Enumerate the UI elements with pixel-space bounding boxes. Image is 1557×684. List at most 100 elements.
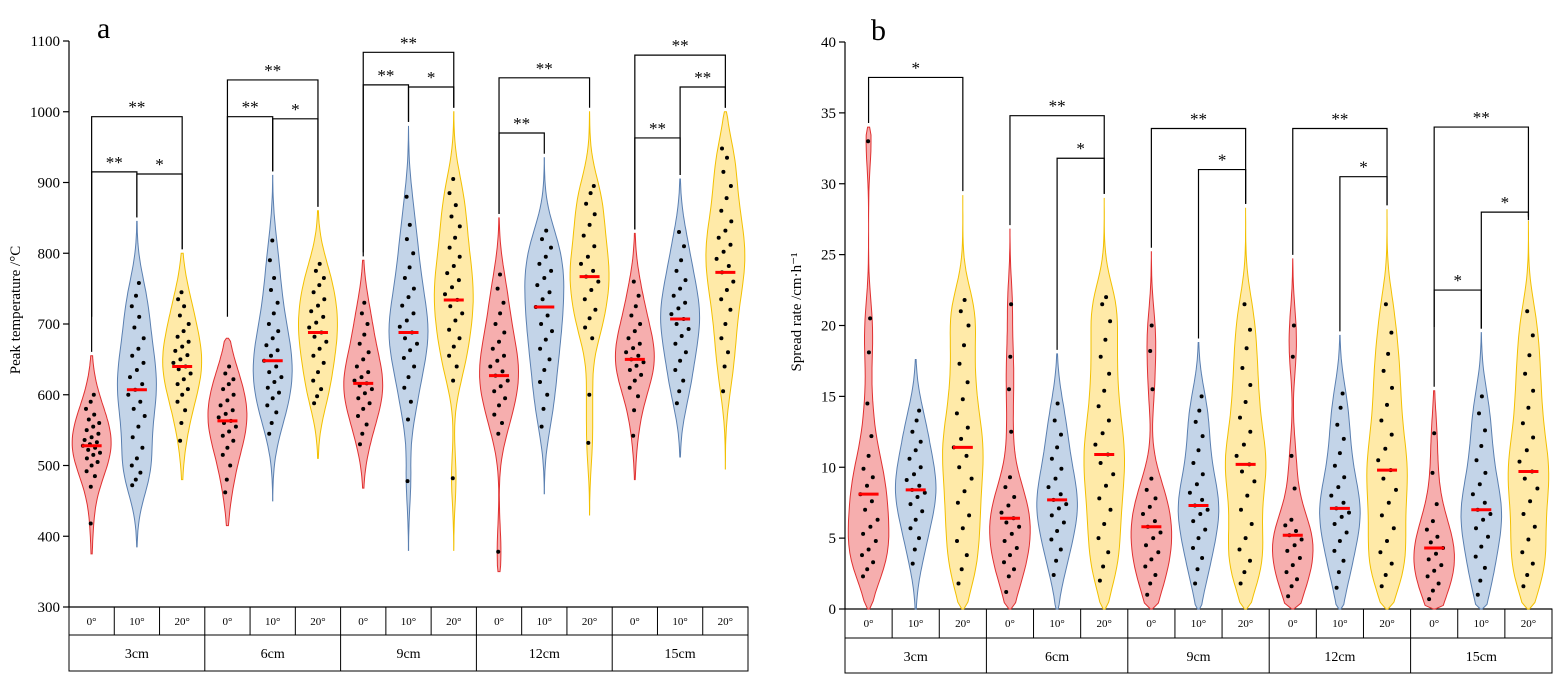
data-point xyxy=(505,378,510,383)
data-point xyxy=(447,245,452,250)
data-point xyxy=(307,325,312,330)
data-point xyxy=(223,371,228,376)
data-point xyxy=(545,313,550,318)
data-point xyxy=(1241,442,1246,447)
data-point xyxy=(1096,404,1101,409)
data-point xyxy=(451,378,456,383)
data-point xyxy=(1052,418,1057,423)
data-point xyxy=(716,235,721,240)
data-point xyxy=(1148,581,1153,586)
data-point xyxy=(1483,470,1488,475)
angle-label: 10° xyxy=(908,618,923,630)
violin-9cm-10deg xyxy=(1177,342,1220,610)
data-point xyxy=(1381,476,1386,481)
data-point xyxy=(312,334,317,339)
data-point xyxy=(498,311,503,316)
data-point xyxy=(1061,520,1066,525)
data-point xyxy=(88,521,93,526)
data-point xyxy=(1006,574,1011,579)
data-point xyxy=(447,191,452,196)
data-point xyxy=(404,194,409,199)
data-point xyxy=(912,547,917,552)
data-point xyxy=(84,428,89,433)
angle-label: 20° xyxy=(446,616,461,628)
data-point xyxy=(869,434,874,439)
data-point xyxy=(1242,570,1247,575)
data-point xyxy=(265,385,270,390)
data-point xyxy=(1341,500,1346,505)
data-point xyxy=(275,348,280,353)
violin-6cm-20deg xyxy=(298,210,338,459)
data-point xyxy=(1153,496,1158,501)
data-point xyxy=(1479,394,1484,399)
data-point xyxy=(586,440,591,445)
data-point xyxy=(1385,402,1389,407)
data-point xyxy=(277,390,281,395)
significance-label: ** xyxy=(536,59,553,78)
data-point xyxy=(1102,522,1107,526)
data-point xyxy=(1434,551,1438,556)
significance-label: * xyxy=(155,155,164,174)
data-point xyxy=(547,290,552,295)
data-point xyxy=(276,329,281,334)
data-point xyxy=(1191,546,1195,550)
data-point xyxy=(1427,597,1432,602)
data-point xyxy=(1203,527,1208,532)
data-point xyxy=(400,303,405,308)
data-point xyxy=(538,380,542,384)
data-point xyxy=(271,311,276,316)
significance-bracket xyxy=(867,76,964,192)
data-point xyxy=(1004,590,1009,594)
data-point xyxy=(591,184,596,188)
data-point xyxy=(537,261,542,266)
data-point xyxy=(632,378,637,383)
data-point xyxy=(231,438,236,443)
significance-bracket xyxy=(362,51,455,253)
data-point xyxy=(1531,388,1536,393)
data-point xyxy=(358,442,362,447)
data-point xyxy=(321,360,326,365)
data-point xyxy=(866,139,871,144)
data-point xyxy=(175,399,180,404)
data-point xyxy=(1336,485,1341,490)
data-point xyxy=(1332,548,1337,553)
data-point xyxy=(1150,387,1155,392)
data-point xyxy=(1432,431,1437,436)
data-point xyxy=(633,304,638,309)
violin-12cm-0deg xyxy=(479,217,520,573)
data-point xyxy=(1379,418,1384,423)
data-point xyxy=(364,422,369,427)
data-point xyxy=(1012,567,1016,572)
data-point xyxy=(726,264,731,268)
data-point xyxy=(1425,574,1430,579)
data-point xyxy=(873,539,878,543)
violin-3cm-20deg xyxy=(942,195,984,610)
data-point xyxy=(313,268,318,273)
data-point xyxy=(1336,570,1341,575)
data-point xyxy=(447,327,452,332)
data-point xyxy=(1158,530,1163,535)
data-point xyxy=(962,489,967,494)
data-point xyxy=(1337,539,1342,543)
data-point xyxy=(636,293,641,298)
angle-label: 20° xyxy=(310,616,325,628)
data-point xyxy=(1240,366,1245,370)
data-point xyxy=(1291,323,1296,328)
data-point xyxy=(593,307,598,312)
data-point xyxy=(129,304,134,309)
data-point xyxy=(542,368,547,372)
data-point xyxy=(1151,536,1156,541)
violin-9cm-0deg xyxy=(343,259,384,489)
data-point xyxy=(870,475,875,480)
data-point xyxy=(321,314,326,319)
data-point xyxy=(1295,577,1299,582)
data-point xyxy=(540,237,544,242)
significance-bracket xyxy=(1150,127,1247,248)
data-point xyxy=(596,279,601,284)
data-point xyxy=(1237,547,1242,552)
data-point xyxy=(1054,558,1059,563)
data-point xyxy=(230,408,235,413)
data-point xyxy=(1059,466,1064,471)
data-point xyxy=(677,389,682,394)
data-point xyxy=(312,401,317,406)
